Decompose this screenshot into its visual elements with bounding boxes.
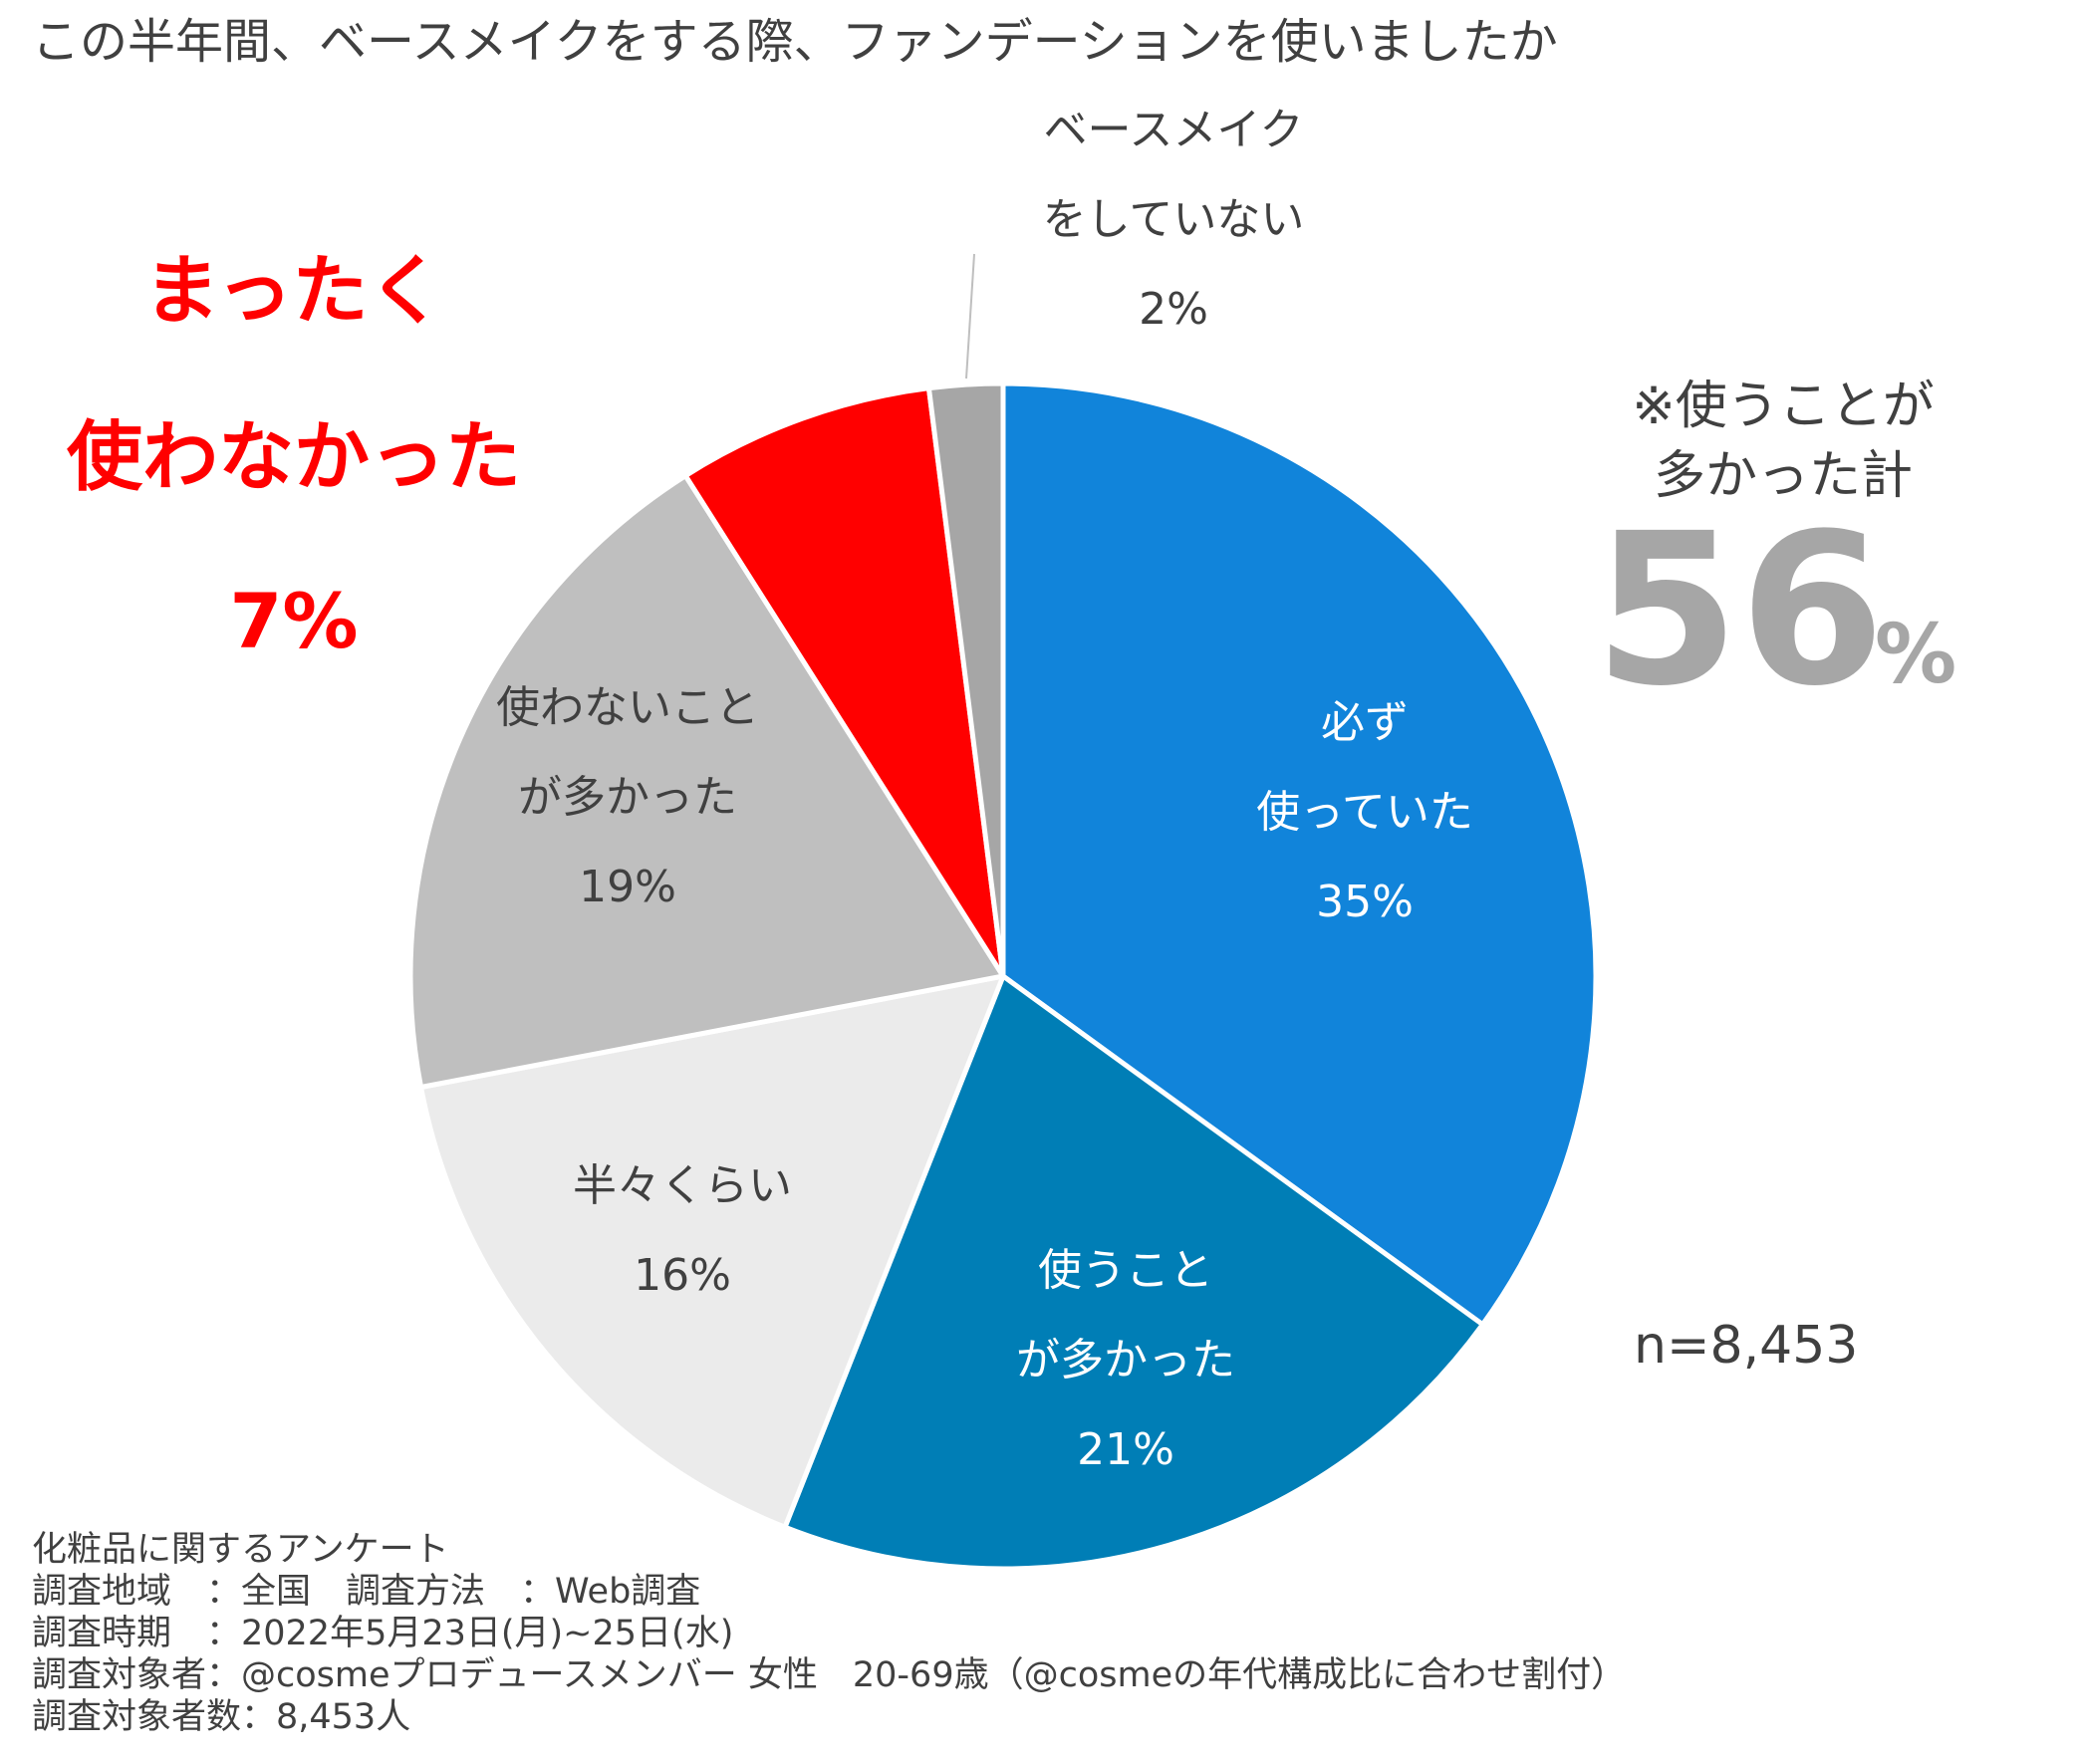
callout-never-line-2: 使わなかった: [67, 412, 521, 501]
pie-slice-3: [418, 973, 1006, 1530]
slice-label-4-line-2: が多かった: [518, 772, 737, 823]
slice-label-6-line-2: をしていない: [1043, 194, 1305, 245]
pie-slice-2: [782, 973, 1485, 1572]
pie-slice-5: [682, 385, 1006, 979]
slice-label-3-line-2: 16%: [634, 1250, 731, 1301]
slice-label-1-line-3: 35%: [1316, 877, 1414, 927]
slice-label-2-line-2: が多かった: [1016, 1335, 1235, 1386]
callout-total-line-2: 多かった計: [1654, 446, 1913, 506]
footnote-line-5: 調査対象者数：8,453人: [32, 1697, 411, 1737]
footnote-line-4: 調査対象者：@cosmeプロデュースメンバー 女性 20-69歳（@cosmeの…: [32, 1655, 1627, 1695]
footnote-line-1: 化粧品に関するアンケート: [32, 1530, 449, 1570]
callout-never: まったく 使わなかった 7%: [67, 246, 521, 665]
chart-title: この半年間、ベースメイクをする際、ファンデーションを使いましたか: [32, 14, 1558, 70]
sample-size: n=8,453: [1634, 1316, 1858, 1376]
callout-total: ※使うことが 多かった計 56 %: [1594, 377, 1956, 732]
leader-line: [965, 253, 975, 379]
callout-total-number: 56: [1594, 488, 1885, 732]
slice-label-4-line-1: 使わないこと: [496, 682, 759, 733]
pie-slice-1: [1000, 380, 1599, 1328]
callout-total-unit: %: [1875, 608, 1956, 702]
callout-total-line-1: ※使うことが: [1632, 377, 1935, 436]
slice-label-4-line-3: 19%: [579, 862, 676, 912]
slice-label-6-line-3: 2%: [1139, 284, 1208, 335]
footnote-line-2: 調査地域 ：全国 調査方法 ：Web調査: [32, 1572, 701, 1612]
slice-label-2-line-3: 21%: [1077, 1424, 1174, 1475]
callout-never-value: 7%: [229, 577, 358, 665]
survey-footnote: 化粧品に関するアンケート 調査地域 ：全国 調査方法 ：Web調査 調査時期 ：…: [32, 1529, 1626, 1738]
pie-slices: [407, 380, 1599, 1572]
pie-slice-6: [925, 380, 1006, 979]
slice-label-1-line-2: 使っていた: [1256, 787, 1473, 838]
slice-label-2-line-1: 使うこと: [1038, 1245, 1213, 1296]
slice-label-6-line-1: ベースメイク: [1044, 105, 1304, 155]
slice-labels: 必ず使っていた35%使うことが多かった21%半々くらい16%使わないことが多かっ…: [496, 105, 1473, 1475]
pie-slice-4: [407, 473, 1006, 1090]
slice-label-1-line-1: 必ず: [1321, 697, 1409, 748]
footnote-line-3: 調査時期 ：2022年5月23日(月)~25日(水): [32, 1614, 734, 1653]
callout-never-line-1: まったく: [144, 246, 444, 335]
slice-label-3-line-1: 半々くらい: [573, 1160, 792, 1211]
